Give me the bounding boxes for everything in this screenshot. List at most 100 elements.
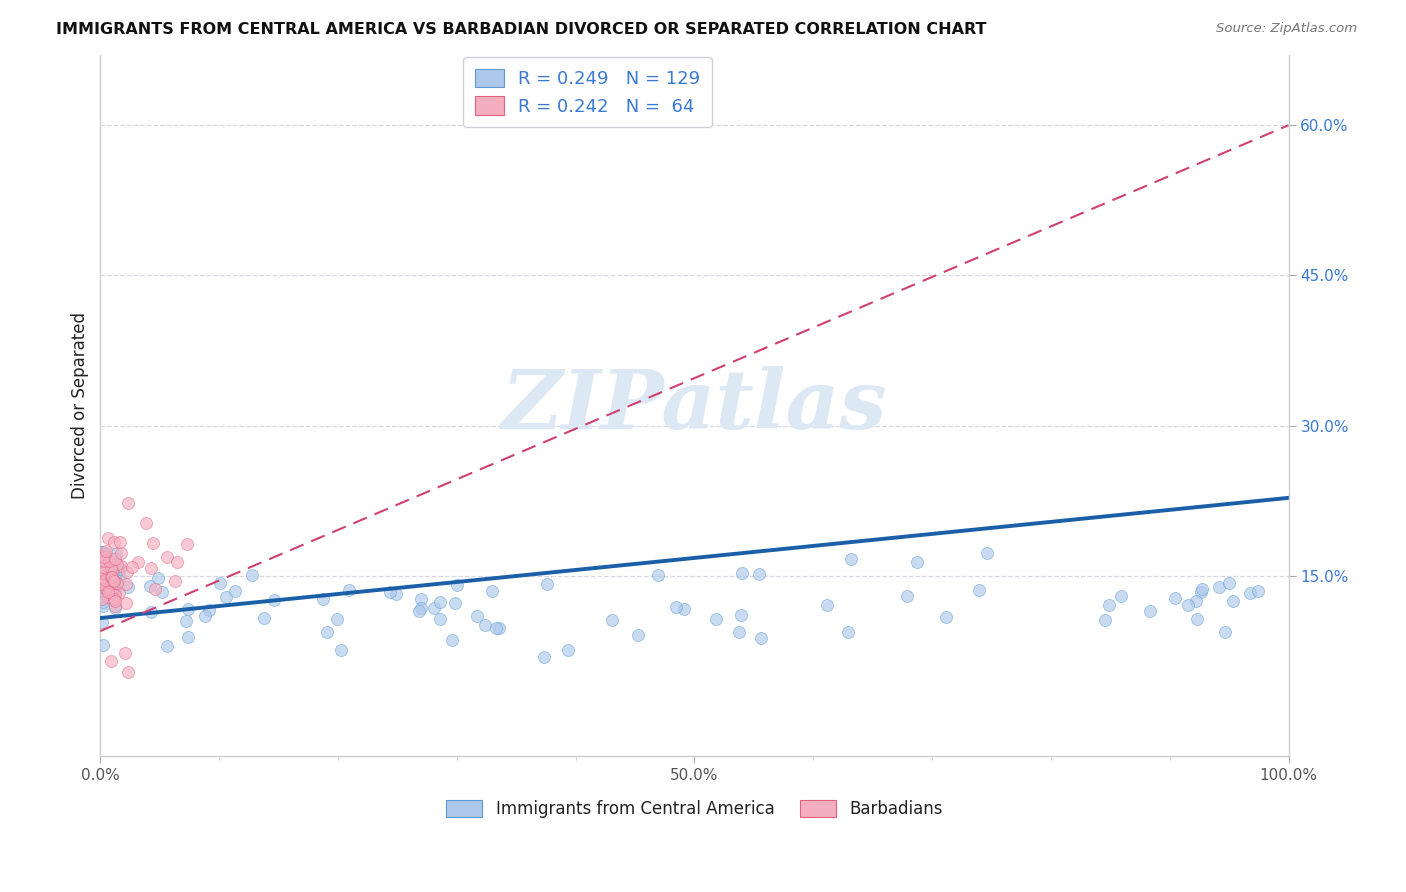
Point (90, 577, 112, 591)
Point (533, 650, 555, 665)
Point (89, 567, 111, 582)
Point (96, 544, 118, 558)
Point (443, 596, 465, 610)
Point (94, 590, 117, 604)
Point (1109, 589, 1132, 603)
Point (89, 577, 111, 591)
Point (165, 574, 187, 589)
Point (465, 608, 488, 623)
Point (1098, 598, 1121, 612)
Point (408, 604, 430, 618)
Point (429, 612, 451, 626)
Point (208, 575, 231, 590)
Point (143, 582, 166, 596)
Point (90, 560, 112, 574)
Point (837, 625, 859, 640)
Point (177, 601, 200, 615)
Point (97, 571, 120, 585)
Point (100, 587, 122, 601)
Point (96, 566, 118, 581)
Point (896, 590, 918, 604)
Point (98, 570, 121, 584)
Y-axis label: Divorced or Separated: Divorced or Separated (72, 312, 89, 500)
Point (91, 577, 114, 591)
Point (94, 586, 117, 600)
Point (104, 601, 127, 615)
Point (253, 611, 276, 625)
Point (198, 602, 221, 616)
Point (105, 558, 128, 572)
Point (90, 575, 112, 590)
Point (104, 582, 127, 597)
Point (110, 546, 132, 560)
Point (97, 580, 120, 594)
Point (89, 557, 111, 571)
Point (101, 579, 124, 593)
Text: IMMIGRANTS FROM CENTRAL AMERICA VS BARBADIAN DIVORCED OR SEPARATED CORRELATION C: IMMIGRANTS FROM CENTRAL AMERICA VS BARBA… (56, 22, 987, 37)
Point (94, 573, 117, 587)
Point (1213, 625, 1236, 640)
Point (441, 632, 464, 647)
Point (90, 589, 112, 603)
Point (104, 573, 127, 587)
Point (103, 535, 125, 549)
Point (1185, 594, 1208, 608)
Point (748, 567, 770, 582)
Point (93, 547, 115, 561)
Point (1094, 614, 1116, 628)
Point (1185, 612, 1208, 626)
Point (94, 573, 117, 587)
Point (325, 612, 347, 626)
Point (100, 561, 122, 575)
Point (101, 570, 124, 584)
Point (115, 596, 138, 610)
Point (110, 559, 132, 574)
Point (91, 566, 114, 580)
Point (485, 621, 508, 635)
Point (91, 566, 114, 581)
Point (176, 537, 198, 551)
Point (114, 646, 136, 660)
Point (94, 546, 117, 560)
Point (96, 574, 118, 588)
Point (90, 567, 112, 582)
Point (385, 587, 408, 601)
Point (1189, 585, 1212, 599)
Point (312, 592, 335, 607)
Point (97, 575, 120, 590)
Point (976, 547, 998, 561)
Point (98, 585, 121, 599)
Point (409, 600, 432, 615)
Point (905, 555, 928, 569)
Legend: Immigrants from Central America, Barbadians: Immigrants from Central America, Barbadi… (439, 794, 949, 825)
Point (665, 599, 688, 614)
Point (263, 592, 285, 607)
Point (91, 559, 114, 574)
Point (91, 599, 114, 613)
Point (96, 556, 118, 570)
Point (90, 545, 112, 559)
Point (1191, 582, 1213, 596)
Point (105, 547, 128, 561)
Point (839, 552, 862, 566)
Point (1218, 576, 1240, 591)
Point (139, 579, 162, 593)
Point (89, 587, 111, 601)
Point (96, 582, 118, 597)
Point (337, 582, 360, 597)
Point (101, 573, 124, 587)
Point (240, 567, 263, 582)
Point (536, 576, 558, 591)
Point (150, 584, 173, 599)
Point (117, 665, 139, 680)
Point (1208, 580, 1230, 594)
Point (474, 618, 496, 632)
Point (103, 574, 125, 589)
Point (91, 576, 114, 591)
Point (94, 549, 117, 564)
Point (100, 575, 122, 590)
Point (557, 642, 579, 657)
Point (1164, 591, 1187, 605)
Point (98, 574, 121, 589)
Point (104, 588, 127, 602)
